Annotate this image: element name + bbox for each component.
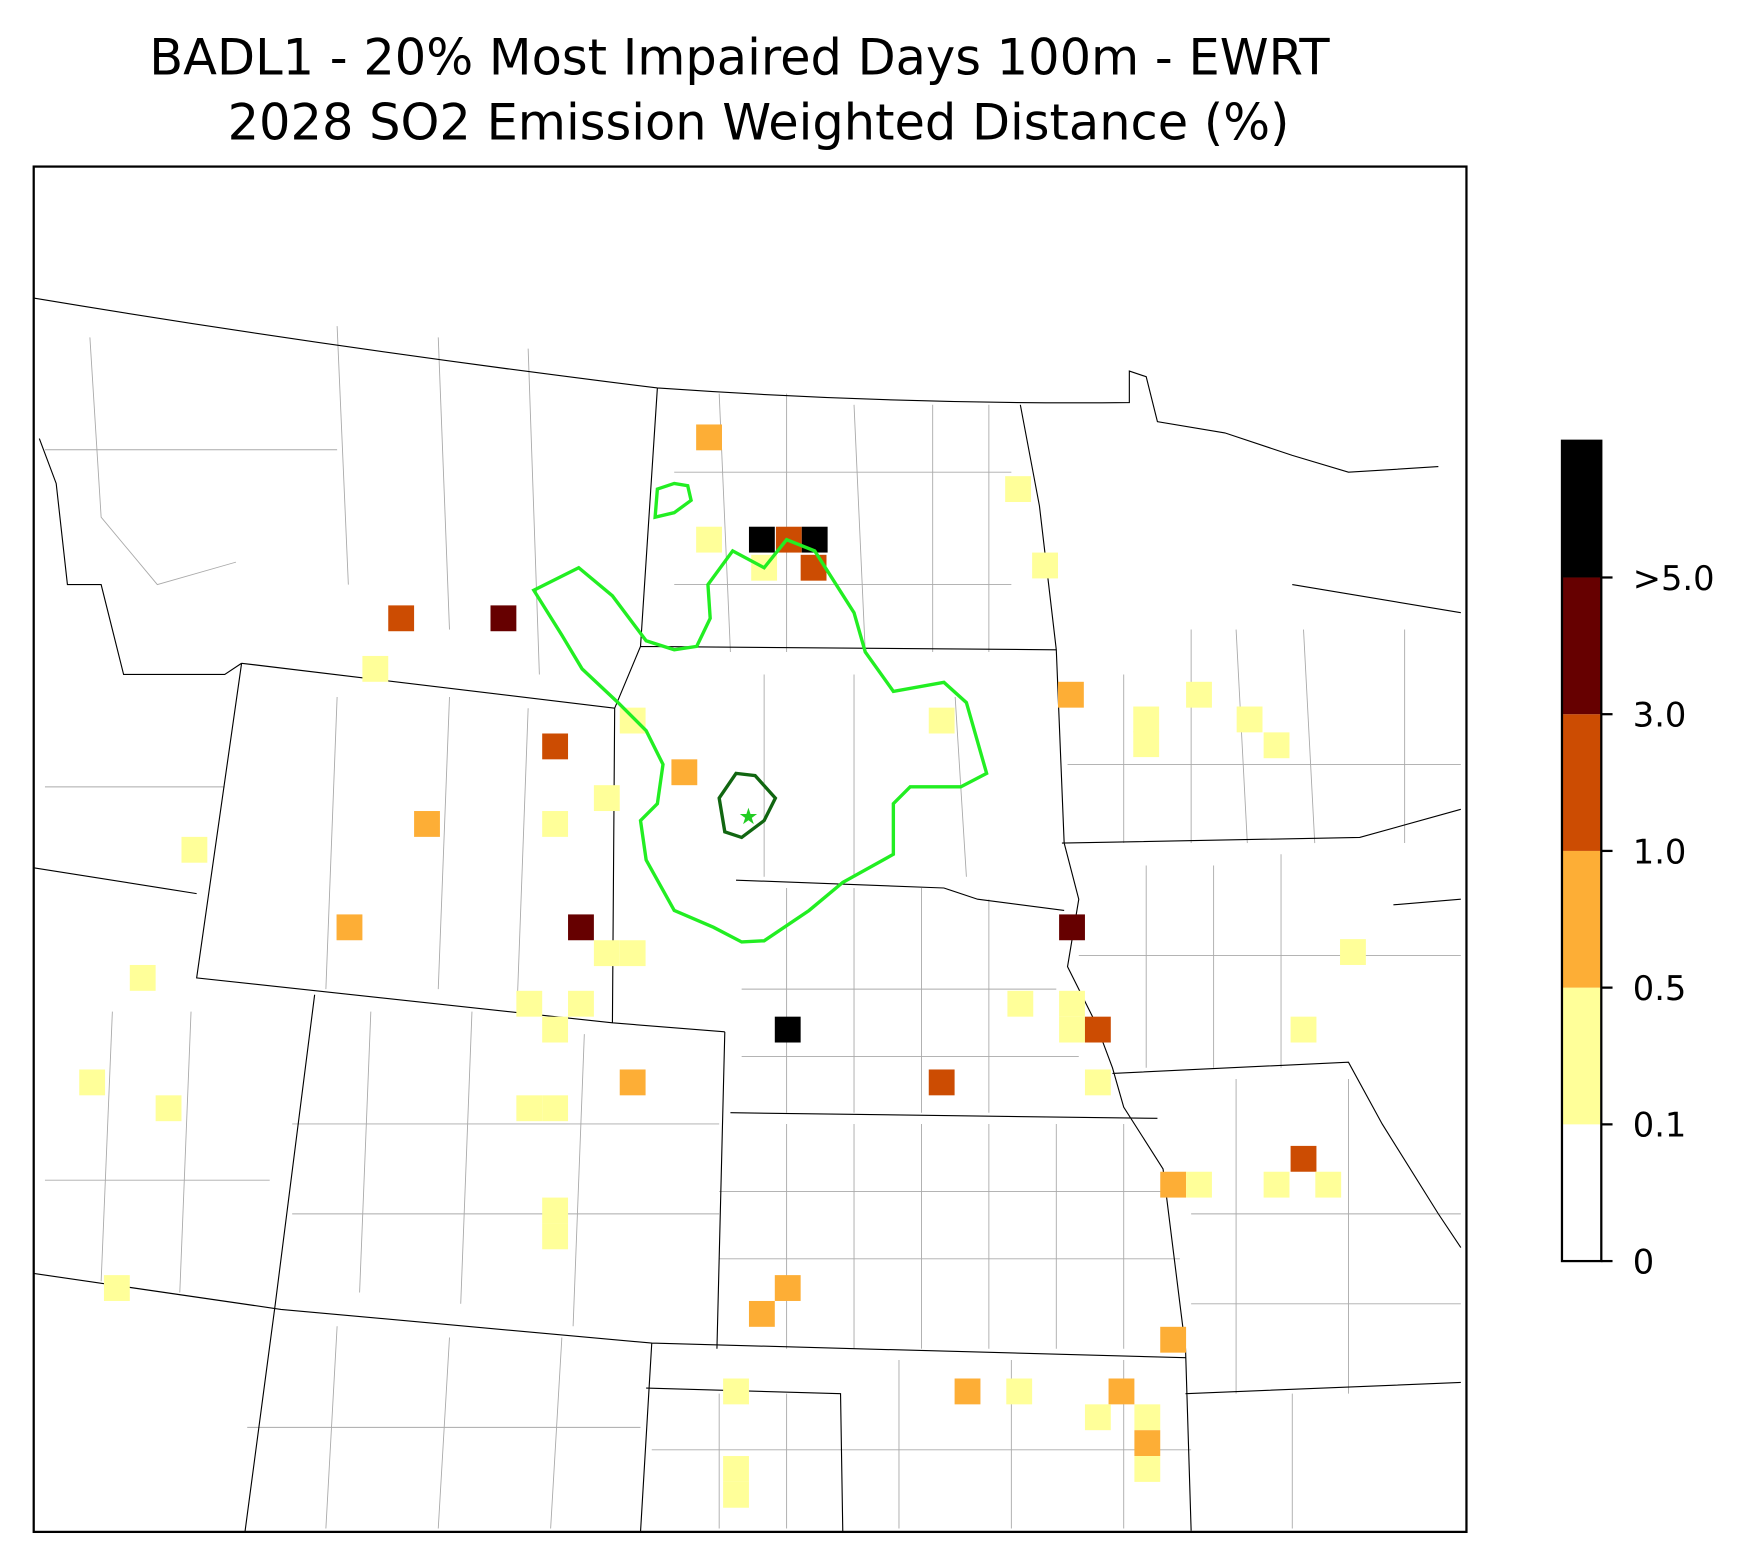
emission-cell	[542, 1223, 569, 1250]
emission-cell	[723, 1481, 749, 1508]
colorbar-tick-label: 0.5	[1633, 969, 1687, 1008]
colorbar-segment	[1561, 987, 1602, 1125]
colorbar-tick-label: 3.0	[1633, 696, 1687, 735]
emission-cell	[155, 1095, 182, 1122]
emission-cell	[723, 1378, 749, 1405]
emission-cell	[1006, 1378, 1033, 1405]
emission-cell	[568, 914, 594, 941]
emission-cells	[79, 424, 1366, 1508]
emission-cell	[516, 990, 543, 1017]
emission-cell	[79, 1069, 106, 1096]
emission-cell	[568, 990, 594, 1017]
emission-cell	[542, 1016, 569, 1043]
emission-cell	[414, 811, 440, 837]
colorbar-segment	[1561, 440, 1602, 578]
emission-cell	[1032, 552, 1058, 579]
map-background	[33, 166, 1467, 1532]
colorbar-segment	[1561, 577, 1602, 715]
emission-cell	[542, 811, 569, 837]
map: ★	[32, 165, 1468, 1534]
emission-cell	[1186, 681, 1212, 708]
emission-cell	[619, 940, 646, 967]
emission-cell	[1084, 1404, 1111, 1431]
emission-cell	[1160, 1326, 1187, 1353]
emission-cell	[1236, 706, 1263, 733]
colorbar-segment	[1561, 714, 1602, 851]
colorbar-tick-label: 0.1	[1633, 1106, 1687, 1145]
emission-cell	[800, 554, 827, 581]
title: BADL1 - 20% Most Impaired Days 100m - EW…	[149, 28, 1330, 86]
emission-cell	[1263, 732, 1290, 759]
emission-cell	[748, 526, 775, 553]
emission-cell	[542, 1095, 569, 1122]
emission-cell	[671, 759, 698, 786]
emission-cell	[593, 785, 620, 812]
subtitle: 2028 SO2 Emission Weighted Distance (%)	[228, 94, 1290, 152]
emission-cell	[928, 707, 955, 734]
colorbar-segment	[1561, 1124, 1602, 1262]
colorbar: 0 0.1 0.5 1.0 3.0 >5.0	[1560, 439, 1715, 1281]
emission-cell	[954, 1378, 981, 1405]
emission-cell	[1007, 990, 1034, 1017]
site-marker: ★	[738, 804, 758, 830]
emission-cell	[1160, 1171, 1187, 1198]
emission-cell	[1133, 706, 1160, 733]
emission-cell	[1084, 1016, 1111, 1043]
map-frame	[32, 165, 1468, 1534]
emission-cell	[619, 1069, 646, 1096]
emission-cell	[1059, 1016, 1085, 1043]
emission-cell	[1134, 1404, 1161, 1431]
contours: ★	[531, 481, 989, 944]
colorbar-tick-label: >5.0	[1633, 559, 1715, 598]
emission-cell	[748, 1300, 775, 1327]
emission-cell	[336, 914, 363, 941]
emission-cell	[490, 605, 517, 632]
emission-cell	[362, 655, 389, 682]
emission-cell	[1134, 1430, 1161, 1457]
emission-cell	[181, 836, 208, 863]
emission-cell	[1315, 1171, 1342, 1198]
emission-cell	[1186, 1171, 1212, 1198]
emission-cell	[542, 733, 569, 760]
emission-cell	[1340, 939, 1366, 965]
emission-cell	[1059, 990, 1085, 1017]
emission-cell	[774, 1016, 801, 1043]
emission-cell	[1005, 476, 1032, 503]
emission-cell	[1057, 681, 1084, 708]
emission-cell	[388, 605, 415, 632]
emission-cell	[723, 1456, 749, 1482]
colorbar-segment	[1561, 850, 1602, 988]
emission-cell	[1290, 1145, 1317, 1172]
colorbar-tick-label: 0	[1633, 1242, 1654, 1281]
emission-cell	[774, 1275, 801, 1301]
emission-cell	[928, 1069, 955, 1096]
emission-cell	[103, 1275, 130, 1301]
emission-cell	[1059, 914, 1085, 941]
emission-cell	[129, 964, 156, 991]
colorbar-tick-label: 1.0	[1633, 832, 1687, 871]
emission-cell	[542, 1197, 569, 1224]
emission-cell	[696, 424, 722, 451]
emission-cell	[1134, 1456, 1161, 1482]
emission-cell	[1108, 1378, 1135, 1405]
emission-cell	[516, 1095, 543, 1122]
emission-cell	[696, 526, 722, 553]
emission-cell	[1290, 1016, 1317, 1043]
emission-cell	[1084, 1069, 1111, 1096]
emission-cell	[1263, 1171, 1290, 1198]
emission-cell	[1133, 731, 1160, 758]
emission-cell	[593, 940, 620, 967]
emission-cell	[619, 707, 646, 734]
